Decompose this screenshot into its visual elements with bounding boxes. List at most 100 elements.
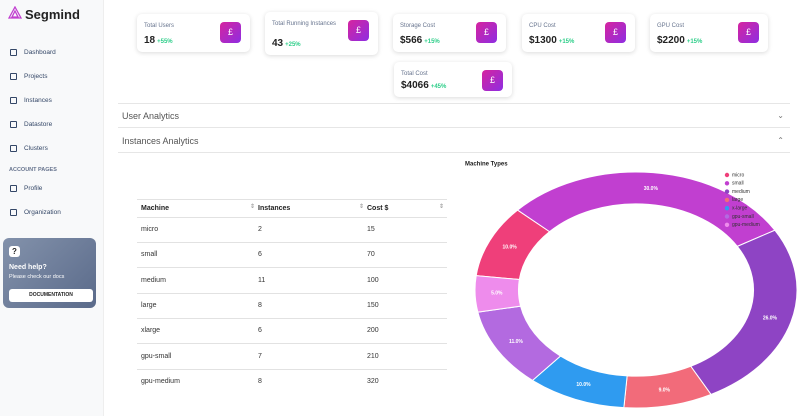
stat-value: $2200 +15% [657, 35, 702, 46]
sort-icon: ⇕ [359, 204, 365, 210]
stat-label: Total Cost [401, 71, 428, 77]
donut-slice [689, 229, 798, 396]
help-title: Need help? [9, 264, 47, 271]
nav-label: Dashboard [24, 49, 56, 56]
table-cell: xlarge [141, 327, 161, 335]
column-header[interactable]: Machine [141, 205, 170, 212]
nav-icon [10, 209, 17, 216]
stat-change: +15% [686, 39, 703, 45]
accordion-header[interactable]: Instances Analytics ⌃ [118, 129, 790, 153]
stat-label: Total Running Instances [272, 21, 337, 27]
slice-label: 10.0% [503, 244, 518, 250]
table-line [137, 267, 447, 269]
nav-icon [10, 97, 17, 104]
nav-label: Datastore [24, 121, 53, 128]
legend-swatch [724, 172, 730, 178]
section-title: ACCOUNT PAGES [9, 167, 57, 173]
stat-label: GPU Cost [657, 23, 685, 29]
stat-card: Storage Cost $566 +15% £ [393, 14, 506, 52]
stat-icon: £ [738, 22, 759, 43]
legend-label: gpu-medium [732, 222, 760, 228]
nav-item[interactable]: Datastore [10, 121, 52, 128]
table-line [137, 317, 447, 319]
help-text: Please check our docs [9, 274, 65, 280]
table-cell: 7 [258, 352, 262, 360]
table-cell: 210 [367, 352, 379, 360]
nav-label: Organization [24, 209, 61, 216]
sort-icon: ⇕ [250, 204, 256, 210]
nav-icon [10, 73, 17, 80]
stat-card: GPU Cost $2200 +15% £ [650, 14, 768, 52]
slice-label: 11.0% [509, 339, 523, 345]
nav-item[interactable]: Organization [10, 209, 61, 216]
stat-icon: £ [220, 22, 241, 43]
stat-icon: £ [476, 22, 497, 43]
sidebar: Segmind ACCOUNT PAGES ? Need help? Pleas… [0, 0, 104, 416]
nav-label: Instances [24, 97, 52, 104]
nav-item[interactable]: Projects [10, 73, 47, 80]
table-cell: large [141, 301, 157, 309]
table-cell: micro [141, 226, 159, 233]
table-line [137, 292, 447, 294]
stat-label: Storage Cost [400, 23, 436, 29]
nav-label: Projects [24, 73, 48, 80]
nav-item[interactable]: Clusters [10, 145, 48, 152]
chevron[interactable]: ⌃ [777, 136, 784, 145]
brand: Segmind [25, 7, 80, 22]
chevron[interactable]: ⌄ [777, 111, 784, 120]
help-card: ? Need help? Please check our docs DOCUM… [3, 238, 96, 308]
legend-label: micro [732, 172, 744, 178]
table-cell: small [141, 251, 158, 259]
slice-label: 10.0% [576, 382, 591, 388]
slice-label: 26.0% [763, 315, 778, 321]
stat-number: 18 [144, 35, 156, 46]
nav-icon [10, 145, 17, 152]
stat-number: $2200 [657, 35, 685, 46]
table-cell: 8 [258, 301, 262, 309]
table-cell: 2 [258, 226, 262, 233]
table-cell: 100 [367, 276, 379, 284]
stat-icon: £ [348, 20, 369, 41]
sort-icon: ⇕ [439, 204, 445, 210]
stat-label: CPU Cost [529, 23, 556, 29]
slice-label: 5.0% [491, 291, 503, 297]
legend-swatch [724, 197, 730, 203]
stat-value: 43 +25% [272, 38, 301, 49]
column-header[interactable]: Cost $ [367, 205, 389, 212]
documentation-button[interactable]: DOCUMENTATION [9, 289, 93, 302]
legend-swatch [724, 181, 730, 186]
table-line [137, 217, 447, 218]
table-cell: 8 [258, 377, 262, 385]
table-cell: 150 [367, 301, 379, 309]
table-line [137, 199, 447, 200]
stat-card: Total Running Instances 43 +25% £ [265, 12, 378, 55]
column-header[interactable]: Instances [258, 205, 291, 212]
stat-icon: £ [605, 22, 626, 43]
table-cell: 6 [258, 327, 262, 335]
slice-label: 30.0% [644, 186, 659, 192]
legend-label: gpu-small [732, 214, 754, 220]
legend-swatch [724, 206, 730, 211]
table-line [137, 242, 447, 243]
legend-swatch [724, 222, 730, 227]
accordion-title: User Analytics [122, 111, 180, 121]
legend-swatch [724, 214, 730, 219]
stat-value: $4066 +45% [401, 80, 446, 91]
nav-item[interactable]: Dashboard [10, 49, 56, 56]
nav-item[interactable]: Profile [10, 185, 42, 192]
table-cell: gpu-small [141, 352, 172, 360]
logo-icon [8, 6, 22, 19]
donut-slice [474, 275, 522, 313]
legend-label: large [732, 197, 743, 203]
nav-item[interactable]: Instances [10, 97, 52, 104]
accordion-header[interactable]: User Analytics ⌄ [118, 104, 790, 128]
legend-label: small [732, 181, 744, 187]
stat-card: CPU Cost $1300 +15% £ [522, 14, 635, 52]
stat-value: 18 +55% [144, 35, 173, 46]
legend-swatch [724, 189, 730, 194]
divider [118, 103, 790, 104]
table-cell: 15 [367, 226, 375, 233]
table-cell: 70 [367, 251, 375, 259]
stat-value: $1300 +15% [529, 35, 574, 46]
